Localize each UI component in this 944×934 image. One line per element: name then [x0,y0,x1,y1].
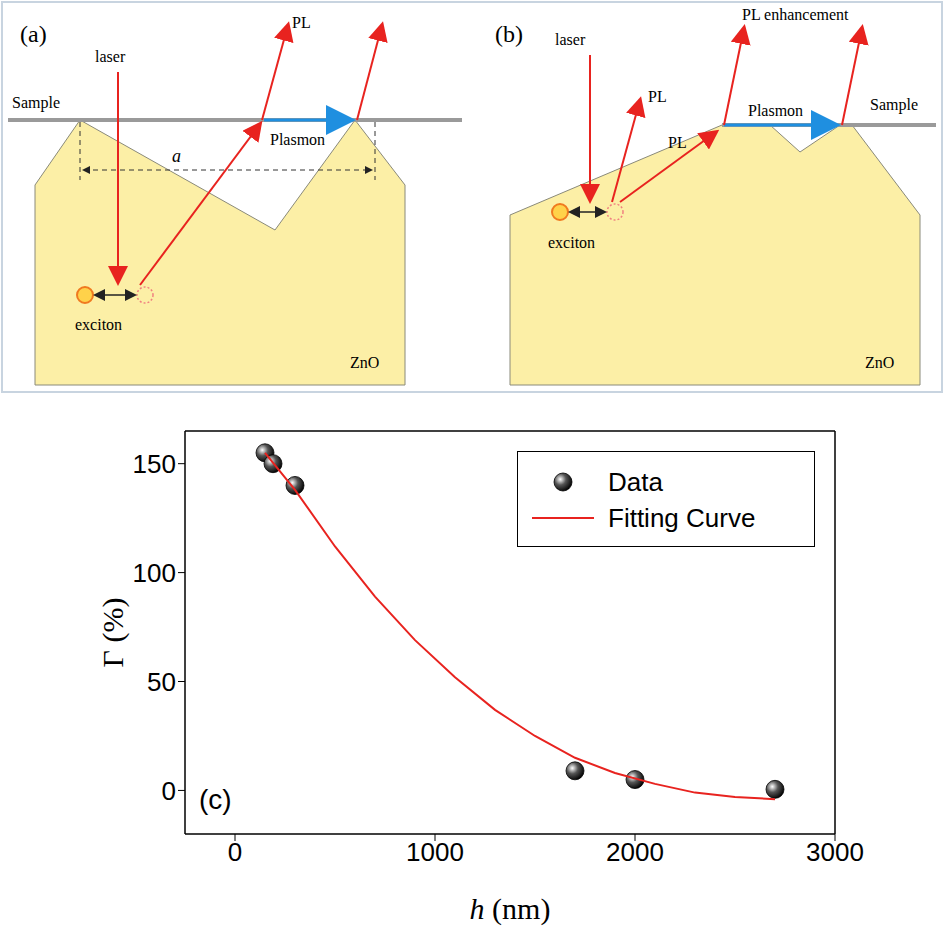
svg-text:PL: PL [292,14,311,31]
svg-text:Plasmon: Plasmon [270,131,325,148]
svg-text:h (nm): h (nm) [470,892,551,926]
svg-text:0: 0 [162,776,176,806]
svg-text:PL: PL [668,134,687,151]
svg-text:1000: 1000 [406,837,464,867]
svg-text:laser: laser [555,31,586,48]
svg-text:ZnO: ZnO [865,354,894,371]
svg-text:exciton: exciton [75,316,122,333]
svg-text:50: 50 [147,667,176,697]
svg-text:150: 150 [133,449,176,479]
svg-text:PL: PL [648,88,667,105]
svg-text:Γ (%): Γ (%) [96,598,130,668]
svg-text:ZnO: ZnO [350,354,379,371]
svg-text:exciton: exciton [548,234,595,251]
svg-text:2000: 2000 [606,837,664,867]
svg-text:100: 100 [133,558,176,588]
svg-text:Plasmon: Plasmon [748,102,803,119]
html-text:(c): (c) [199,784,232,815]
svg-text:laser: laser [95,48,126,65]
svg-text:a: a [172,146,181,166]
svg-text:Sample: Sample [12,94,60,112]
svg-text:PL enhancement: PL enhancement [742,6,849,23]
html-text:Data: Data [608,466,663,497]
svg-text:(a): (a) [20,21,47,47]
svg-text:0: 0 [228,837,242,867]
svg-text:Sample: Sample [870,96,918,114]
svg-text:3000: 3000 [806,837,864,867]
html-text:Fitting Curve: Fitting Curve [608,502,756,533]
svg-text:(b): (b) [495,21,523,47]
